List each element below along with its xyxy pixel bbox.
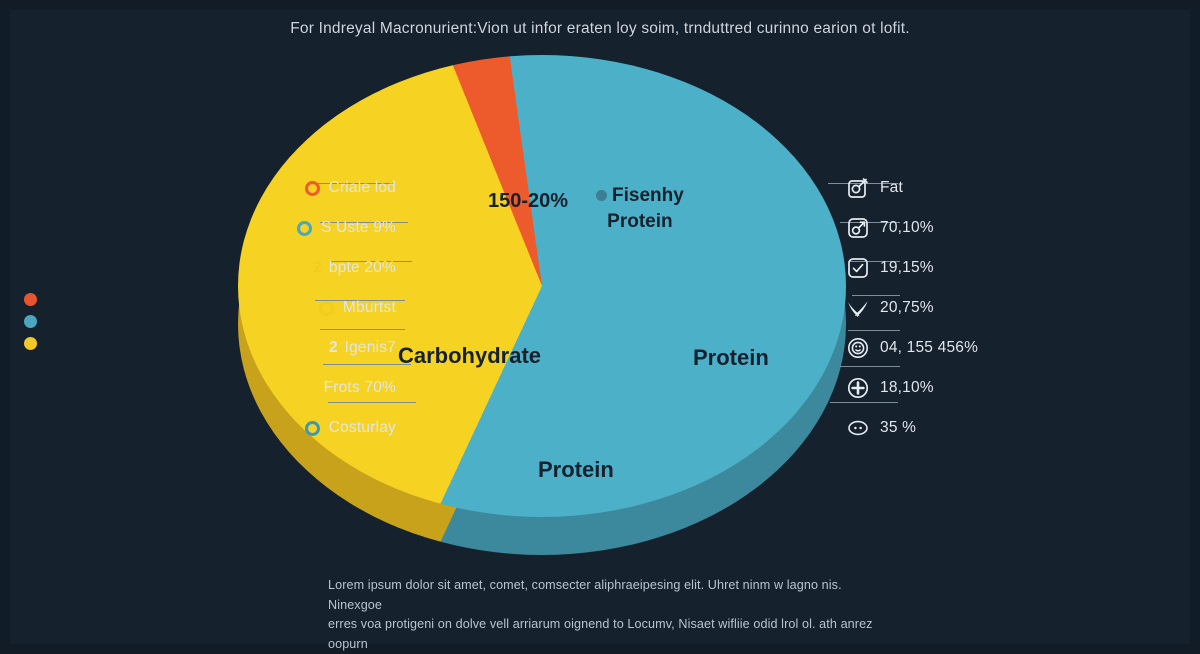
leader-line-left-7: [328, 402, 416, 403]
legend-left-item-5[interactable]: 2 Igenis7: [206, 328, 396, 368]
legend-left-label-3: bpte 20%: [328, 259, 396, 276]
bullet-dot-icon: [596, 190, 607, 202]
leader-line-right-4: [852, 295, 900, 296]
leader-line-left-5: [320, 329, 405, 330]
dot-yellow-icon: [24, 337, 37, 350]
legend-left: Criale lod S Uste 9% 2 bpte 20% Mburtst …: [206, 168, 396, 448]
legend-right-item-7[interactable]: 35 %: [846, 408, 1046, 448]
legend-right-label-6: 18,10%: [880, 379, 934, 396]
bird-icon: [846, 296, 870, 320]
fisenhy-protein-line2: Protein: [607, 211, 673, 232]
leader-line-right-3: [848, 261, 900, 262]
legend-left-item-7[interactable]: Costurlay: [206, 408, 396, 448]
legend-right: Fat 70,10% 19,15%: [846, 168, 1046, 448]
legend-right-label-1: Fat: [880, 179, 903, 196]
pie-chart[interactable]: Carbohydrate 150-20% Protein Protein Fis…: [238, 55, 846, 561]
leader-line-left-1: [315, 183, 393, 184]
pie-top-face: [238, 55, 846, 517]
legend-left-label-5: Igenis7: [344, 339, 396, 356]
legend-right-item-4[interactable]: 20,75%: [846, 288, 1046, 328]
leader-line-right-2: [840, 222, 900, 223]
dot-red-icon: [24, 293, 37, 306]
digit-yellow-icon: 2: [313, 259, 322, 276]
legend-right-item-5[interactable]: 04, 155 456%: [846, 328, 1046, 368]
legend-left-label-4: Mburtst: [342, 299, 396, 316]
ring-yellow-icon: [318, 300, 334, 316]
dot-blue-icon: [24, 315, 37, 328]
legend-left-item-4[interactable]: Mburtst: [206, 288, 396, 328]
ring-teal-icon: [304, 420, 320, 436]
legend-right-item-6[interactable]: 18,10%: [846, 368, 1046, 408]
legend-right-label-7: 35 %: [880, 419, 917, 436]
plus-circle-icon: [846, 376, 870, 400]
legend-left-label-6: Frots 70%: [323, 379, 396, 396]
legend-left-item-1[interactable]: Criale lod: [206, 168, 396, 208]
leader-line-left-4: [315, 300, 405, 301]
leader-line-right-5: [848, 330, 900, 331]
legend-left-label-2: S Uste 9%: [320, 219, 396, 236]
leader-line-right-6: [840, 366, 900, 367]
leader-line-right-7: [830, 402, 898, 403]
legend-right-label-5: 04, 155 456%: [880, 339, 979, 356]
color-swatch-dots: [24, 293, 37, 350]
leader-line-left-6: [323, 364, 411, 365]
fisenhy-protein-line1: Fisenhy: [596, 183, 684, 209]
digit-plain-icon: 2: [328, 339, 338, 356]
protein-slice-label-right: Protein: [693, 345, 769, 370]
fisenhy-text: Fisenhy: [612, 185, 684, 206]
fisenhy-protein-label: Fisenhy Protein: [596, 183, 684, 235]
carb-percent-label: 150-20%: [488, 190, 569, 212]
legend-right-item-3[interactable]: 19,15%: [846, 248, 1046, 288]
caption-block: Lorem ipsum dolor sit amet, comet, comse…: [328, 576, 894, 654]
leader-line-left-3: [330, 261, 412, 262]
stamp-square-icon: [846, 176, 870, 200]
legend-left-label-1: Criale lod: [328, 179, 396, 196]
mars-square-icon: [846, 216, 870, 240]
leader-line-left-2: [320, 222, 408, 223]
protein-slice-label-lower: Protein: [538, 457, 614, 482]
check-square-icon: [846, 256, 870, 280]
dots-ellipse-icon: [846, 416, 870, 440]
legend-left-item-6[interactable]: Frots 70%: [206, 368, 396, 408]
legend-right-label-3: 19,15%: [880, 259, 934, 276]
page-title: For Indreyal Macronurient:Vion ut infor …: [290, 20, 910, 37]
caption-line-1: Lorem ipsum dolor sit amet, comet, comse…: [328, 578, 842, 612]
carbohydrate-slice-label: Carbohydrate: [398, 343, 542, 368]
legend-right-item-2[interactable]: 70,10%: [846, 208, 1046, 248]
legend-left-item-3[interactable]: 2 bpte 20%: [206, 248, 396, 288]
legend-right-label-2: 70,10%: [880, 219, 934, 236]
legend-right-item-1[interactable]: Fat: [846, 168, 1046, 208]
legend-left-label-7: Costurlay: [328, 419, 396, 436]
legend-left-item-2[interactable]: S Uste 9%: [206, 208, 396, 248]
ring-blue-icon: [296, 220, 312, 236]
caption-line-2: erres voa protigeni on dolve vell arriar…: [328, 617, 873, 651]
ring-red-icon: [304, 180, 320, 196]
face-circle-icon: [846, 336, 870, 360]
legend-right-label-4: 20,75%: [880, 299, 934, 316]
